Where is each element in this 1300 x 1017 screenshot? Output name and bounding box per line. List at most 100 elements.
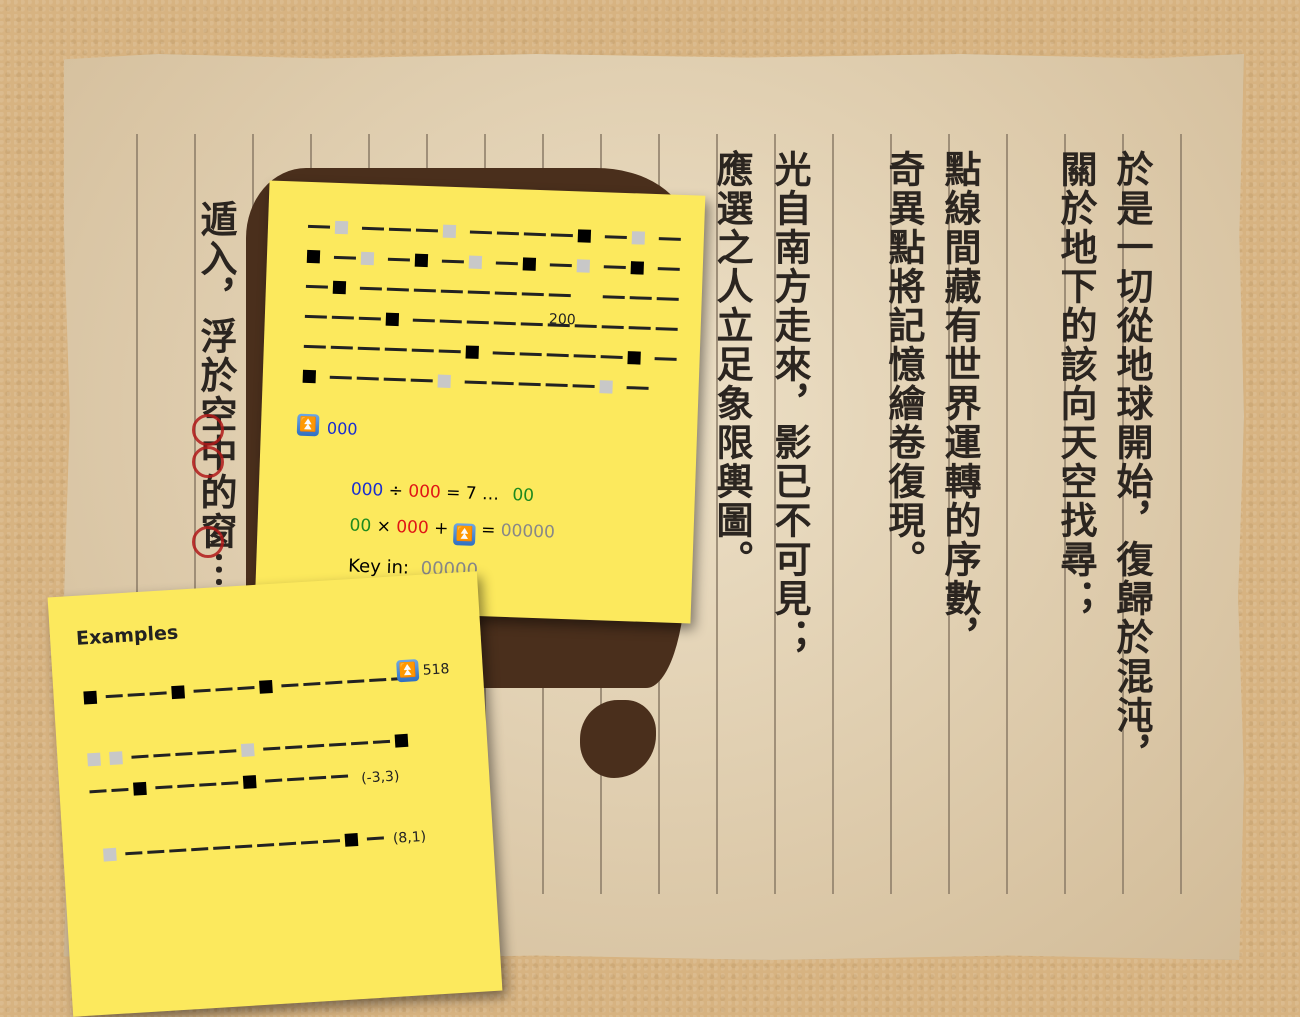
sticky-note-puzzle: 200 ⏫ 000 000 ÷ 000 = 7 … 00 00 × 000 + …	[254, 180, 706, 624]
dash	[439, 319, 462, 324]
black-square	[332, 280, 347, 295]
dash	[388, 227, 412, 232]
red-circle-mark	[192, 446, 224, 478]
dash	[415, 228, 438, 233]
dash	[601, 325, 624, 329]
dash	[572, 384, 595, 388]
dash	[496, 231, 519, 236]
ruled-line	[1006, 134, 1008, 894]
gray-square	[360, 251, 375, 266]
dash	[305, 284, 328, 289]
dash	[411, 348, 434, 353]
dash	[127, 692, 145, 697]
equation-2: 00 × 000 + ⏫ = 00000	[349, 516, 556, 546]
dash	[105, 694, 123, 699]
dash	[309, 775, 327, 780]
dash	[548, 293, 571, 298]
dash	[384, 347, 407, 352]
black-square	[394, 733, 409, 748]
dash	[111, 787, 129, 792]
ruled-line	[890, 134, 892, 894]
red-circle-mark	[192, 526, 224, 558]
dash	[412, 318, 435, 323]
dash	[191, 847, 209, 852]
dash	[131, 754, 149, 759]
dash	[330, 774, 349, 779]
dash	[550, 233, 573, 238]
gray-square	[631, 231, 646, 245]
ruled-line	[948, 134, 950, 894]
dash	[347, 679, 365, 684]
dash	[413, 288, 436, 293]
example-2-value: (-3,3)	[360, 768, 400, 787]
dash	[492, 351, 515, 356]
dash	[495, 261, 518, 266]
dash	[491, 381, 514, 386]
text-column-4: 奇異點將記憶繪卷復現。	[882, 150, 926, 579]
dash	[658, 237, 681, 241]
ruled-line	[136, 134, 138, 894]
dash	[358, 316, 381, 321]
dash	[307, 743, 325, 748]
dash	[329, 742, 347, 747]
up-arrow-icon: ⏫	[396, 659, 420, 683]
gray-square	[334, 220, 349, 235]
gray-square	[87, 752, 101, 767]
ruled-line	[774, 134, 776, 894]
examples-title: Examples	[75, 621, 179, 650]
dash	[125, 851, 143, 856]
dash	[177, 783, 195, 788]
dash	[603, 265, 626, 270]
gray-square	[576, 259, 591, 273]
dash	[440, 289, 463, 294]
ruled-line	[832, 134, 834, 894]
up-arrow-icon: ⏫	[453, 523, 476, 546]
ruled-line	[1180, 134, 1182, 894]
black-square	[465, 345, 479, 359]
gray-square	[442, 224, 457, 239]
ruled-line	[716, 134, 718, 894]
dash	[387, 257, 410, 262]
black-square	[302, 369, 317, 384]
dash	[520, 322, 543, 327]
sequence-label-200: 200	[548, 311, 576, 329]
dash	[356, 376, 379, 381]
dash	[357, 346, 380, 351]
dash	[466, 320, 489, 325]
eq1-a: 000	[350, 479, 384, 501]
eq2-c: 00000	[500, 520, 556, 543]
dash	[361, 226, 385, 231]
dash	[322, 839, 341, 844]
dash	[600, 355, 623, 359]
red-circle-mark	[192, 414, 224, 446]
black-square	[344, 833, 359, 847]
dash	[629, 296, 652, 300]
text-column-2: 關於地下的該向天空找尋；	[1054, 150, 1098, 618]
dash	[281, 683, 299, 688]
dash	[369, 677, 387, 683]
black-square	[133, 781, 147, 796]
black-square	[171, 685, 185, 700]
black-square	[522, 257, 537, 271]
dash	[654, 357, 677, 361]
dash	[303, 682, 321, 687]
dash	[626, 386, 649, 390]
equation-1: 000 ÷ 000 = 7 … 00	[351, 480, 535, 506]
dash	[655, 327, 678, 331]
eq1-op: ÷	[388, 480, 404, 502]
up-arrow-icon: ⏫	[296, 413, 320, 437]
dash	[549, 263, 572, 268]
dash	[656, 297, 679, 301]
dash	[89, 789, 107, 794]
eq1-b: 000	[407, 481, 442, 503]
ruled-line	[1122, 134, 1124, 894]
dash	[628, 326, 651, 330]
dash	[372, 739, 391, 744]
text-column-3: 點線間藏有世界運轉的序數，	[938, 150, 982, 657]
text-column-5: 光自南方走來，影已不可見；	[768, 150, 812, 657]
up-hint-value: 000	[326, 418, 358, 439]
dash	[359, 286, 382, 291]
dash	[175, 751, 193, 757]
gray-square	[599, 380, 613, 394]
text-column-7: 遁入，浮於空中的窗⋯	[194, 200, 238, 590]
